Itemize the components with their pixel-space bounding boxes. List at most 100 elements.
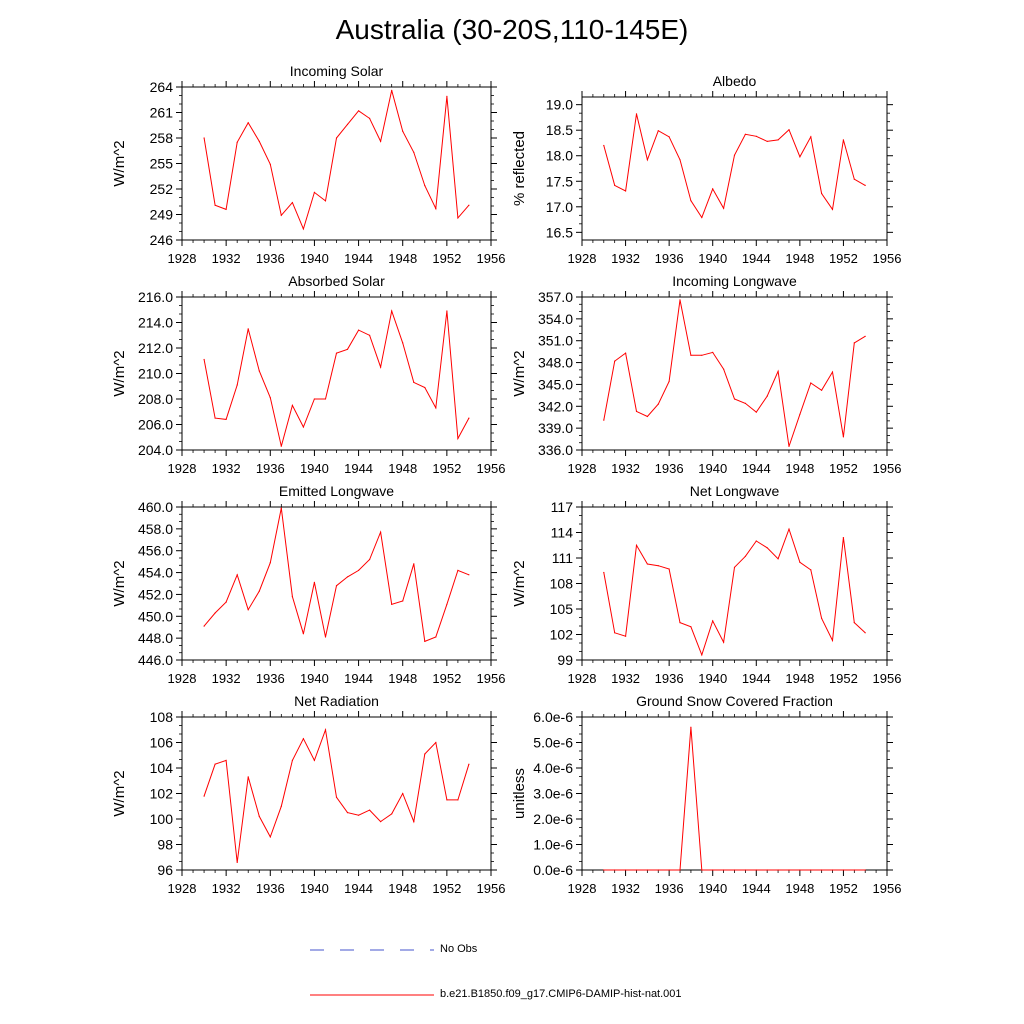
data-point [225, 601, 227, 603]
data-point [864, 335, 866, 337]
data-point [755, 411, 757, 413]
y-tick-label: 214.0 [138, 315, 173, 331]
data-point [625, 869, 627, 871]
data-point [810, 382, 812, 384]
data-point [380, 531, 382, 533]
data-point [402, 792, 404, 795]
panel-title: Ground Snow Covered Fraction [636, 693, 833, 709]
data-point [413, 563, 415, 565]
data-point [821, 617, 823, 619]
data-point [269, 397, 271, 399]
data-point [646, 869, 649, 871]
data-point [358, 329, 360, 331]
y-tick-label: 354.0 [538, 311, 573, 327]
data-point [424, 386, 426, 389]
data-point [302, 738, 304, 740]
x-tick-label: 1948 [388, 881, 417, 896]
x-tick-label: 1936 [655, 671, 684, 686]
data-point [225, 208, 227, 210]
data-point [777, 139, 779, 141]
data-point [369, 558, 371, 561]
data-point [203, 795, 205, 797]
data-point [821, 192, 823, 195]
chart-panel-8: 1928 1932 1936 1940 1944 1948 1952 1956 0.0e-6 1.… [511, 693, 901, 896]
panel-title: Albedo [713, 73, 757, 89]
data-point [346, 812, 349, 814]
y-tick-label: 210.0 [138, 366, 173, 382]
x-tick-label: 1932 [212, 881, 241, 896]
y-tick-label: 204.0 [138, 442, 173, 458]
x-tick-label: 1940 [698, 251, 727, 266]
y-tick-label: 100 [150, 811, 174, 827]
data-point [635, 869, 638, 871]
data-point [690, 354, 692, 356]
x-tick-label: 1952 [432, 881, 461, 896]
data-point [468, 763, 470, 765]
data-point [435, 741, 437, 744]
data-point [424, 640, 426, 643]
data-point [723, 368, 725, 370]
x-tick-label: 1940 [300, 881, 329, 896]
data-point [291, 404, 293, 406]
data-point [269, 163, 271, 165]
y-tick-label: 98 [157, 837, 173, 853]
data-point [690, 200, 692, 202]
x-tick-label: 1952 [829, 461, 858, 476]
data-point [744, 555, 747, 557]
data-point [446, 603, 448, 605]
data-point [657, 565, 659, 567]
y-tick-label: 249 [150, 207, 174, 223]
data-point [701, 654, 703, 656]
data-point [446, 310, 448, 312]
legend-label-model-run: b.e21.B1850.f09_g17.CMIP6-DAMIP-hist-nat… [440, 988, 682, 1000]
data-point [701, 354, 703, 356]
data-point [603, 869, 605, 871]
data-point [712, 620, 714, 622]
data-point [468, 417, 470, 419]
panel-title: Incoming Solar [290, 63, 384, 79]
legend-swatch-model-run [310, 994, 434, 996]
y-tick-label: 258 [150, 130, 174, 146]
x-tick-label: 1928 [568, 671, 597, 686]
data-point [391, 89, 393, 91]
data-point [723, 207, 725, 209]
data-point [842, 537, 845, 539]
x-tick-label: 1956 [873, 461, 902, 476]
data-point [391, 310, 393, 312]
data-point [247, 609, 249, 611]
data-point [369, 334, 371, 336]
panel-title: Absorbed Solar [288, 273, 385, 289]
x-tick-label: 1928 [168, 461, 197, 476]
data-point [291, 596, 293, 598]
x-tick-label: 1952 [829, 251, 858, 266]
series-line [603, 299, 866, 447]
y-tick-label: 18.5 [546, 122, 573, 138]
y-tick-label: 108 [550, 576, 574, 592]
data-point [842, 869, 845, 871]
x-tick-label: 1944 [742, 671, 771, 686]
y-tick-label: 106 [150, 735, 174, 751]
data-point [766, 395, 768, 397]
data-point [603, 144, 605, 147]
data-point [457, 437, 459, 440]
panel-title: Net Longwave [690, 483, 780, 499]
data-point [457, 799, 459, 801]
data-point [335, 796, 338, 798]
data-point [269, 836, 271, 838]
x-tick-label: 1928 [168, 671, 197, 686]
data-point [657, 130, 659, 132]
data-point [657, 869, 659, 871]
data-point [831, 371, 834, 373]
data-point [236, 384, 238, 386]
x-tick-label: 1940 [300, 251, 329, 266]
data-point [831, 869, 834, 871]
data-point [335, 137, 338, 139]
data-point [788, 129, 790, 131]
data-point [424, 753, 426, 755]
data-point [280, 445, 282, 447]
x-tick-label: 1956 [477, 671, 506, 686]
x-tick-label: 1952 [432, 671, 461, 686]
data-point [799, 156, 801, 158]
data-point [413, 151, 415, 153]
x-tick-label: 1932 [611, 251, 640, 266]
